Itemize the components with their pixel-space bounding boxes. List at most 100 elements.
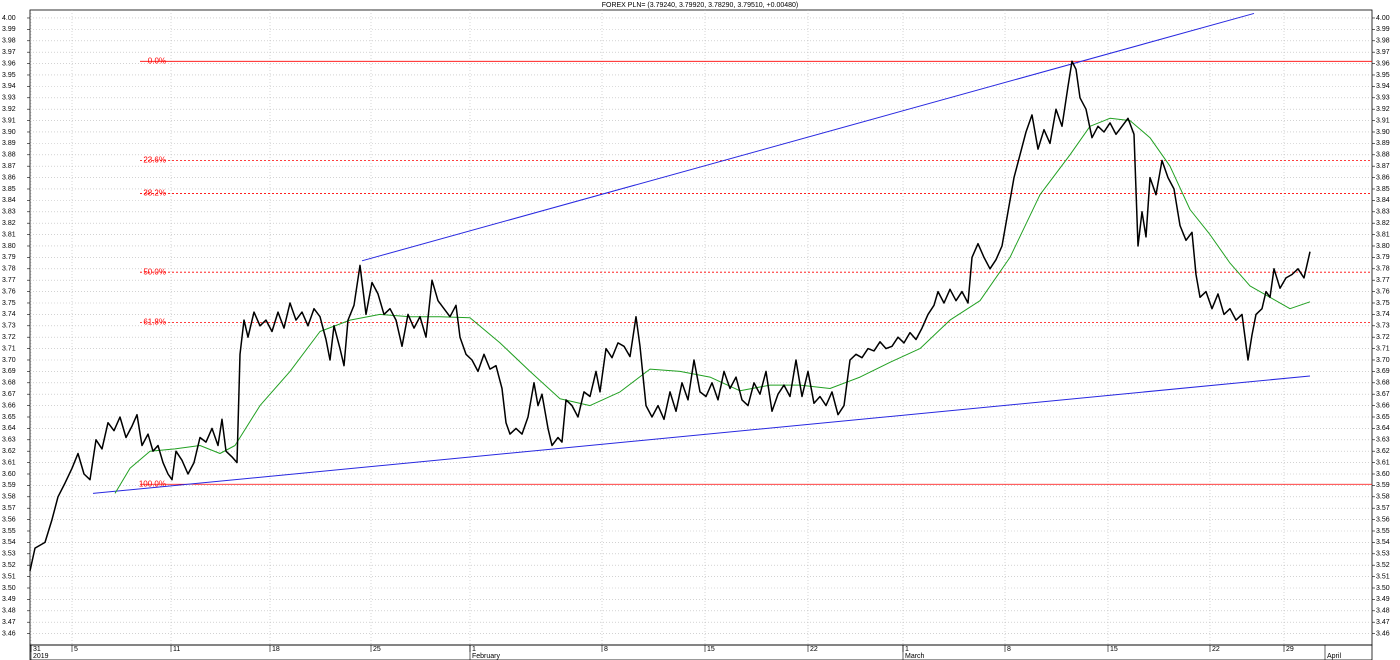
- y-tick-label: 3.59: [1376, 482, 1390, 489]
- y-tick-label: 3.72: [1376, 334, 1390, 341]
- y-tick-label: 3.95: [1376, 72, 1390, 79]
- y-tick-label: 3.69: [1376, 368, 1390, 375]
- y-tick-label: 3.54: [1376, 539, 1390, 546]
- y-tick-label: 3.51: [1376, 573, 1390, 580]
- y-tick-label: 3.60: [1376, 471, 1390, 478]
- price-line: [29, 60, 1311, 572]
- x-tick-label: 15: [707, 646, 715, 653]
- y-tick-label: 3.47: [2, 619, 16, 626]
- x-tick-label: 29: [1286, 646, 1294, 653]
- y-tick-label: 3.62: [2, 448, 16, 455]
- y-tick-label: 3.88: [1376, 152, 1390, 159]
- x-tick-label: 11: [173, 646, 180, 653]
- y-tick-label: 3.92: [2, 106, 16, 113]
- y-tick-label: 3.73: [1376, 323, 1390, 330]
- y-tick-label: 3.79: [1376, 254, 1390, 261]
- y-tick-label: 3.92: [1376, 106, 1390, 113]
- y-tick-label: 3.89: [2, 140, 16, 147]
- y-tick-label: 3.70: [1376, 357, 1390, 364]
- y-tick-label: 3.50: [1376, 585, 1390, 592]
- fib-label: 38.2%: [143, 189, 166, 198]
- y-tick-label: 3.96: [1376, 60, 1390, 67]
- y-tick-label: 3.85: [2, 186, 16, 193]
- y-tick-label: 3.94: [2, 83, 16, 90]
- chart-title: FOREX PLN= (3.79240, 3.79920, 3.78290, 3…: [602, 2, 799, 9]
- x-major-label: February: [472, 653, 501, 660]
- y-tick-label: 3.91: [2, 117, 16, 124]
- y-tick-label: 3.74: [1376, 311, 1390, 318]
- y-tick-label: 3.97: [2, 49, 16, 56]
- y-tick-label: 3.77: [2, 277, 16, 284]
- y-tick-label: 3.80: [1376, 243, 1390, 250]
- x-tick-label: 22: [810, 646, 818, 653]
- y-tick-label: 3.58: [2, 494, 16, 501]
- y-tick-label: 3.55: [2, 528, 16, 535]
- y-tick-label: 3.82: [1376, 220, 1390, 227]
- y-tick-label: 3.63: [1376, 437, 1390, 444]
- y-tick-label: 3.78: [1376, 266, 1390, 273]
- y-tick-label: 3.77: [1376, 277, 1390, 284]
- y-tick-label: 4.00: [1376, 15, 1390, 22]
- y-tick-label: 3.86: [1376, 174, 1390, 181]
- y-tick-label: 3.64: [2, 425, 16, 432]
- y-tick-label: 3.46: [2, 630, 16, 637]
- y-tick-label: 3.69: [2, 368, 16, 375]
- y-tick-label: 3.87: [2, 163, 16, 170]
- y-tick-label: 3.47: [1376, 619, 1390, 626]
- y-tick-label: 3.76: [1376, 288, 1390, 295]
- y-tick-label: 3.57: [2, 505, 16, 512]
- y-tick-label: 3.97: [1376, 49, 1390, 56]
- y-tick-label: 3.91: [1376, 117, 1390, 124]
- x-major-label: March: [905, 653, 925, 660]
- y-tick-label: 3.56: [2, 516, 16, 523]
- x-tick-label: 1: [472, 646, 476, 653]
- x-tick-label: 25: [373, 646, 381, 653]
- y-tick-label: 3.52: [2, 562, 16, 569]
- x-tick-label: 15: [1110, 646, 1118, 653]
- y-tick-label: 3.66: [1376, 402, 1390, 409]
- y-tick-label: 3.68: [2, 380, 16, 387]
- y-tick-label: 3.99: [2, 26, 16, 33]
- y-tick-label: 4.00: [2, 15, 16, 22]
- y-tick-label: 3.72: [2, 334, 16, 341]
- y-tick-label: 3.79: [2, 254, 16, 261]
- x-tick-label: 31: [33, 646, 41, 653]
- y-tick-label: 3.67: [1376, 391, 1390, 398]
- y-tick-label: 3.96: [2, 60, 16, 67]
- y-tick-label: 3.51: [2, 573, 16, 580]
- y-tick-label: 3.86: [2, 174, 16, 181]
- y-tick-label: 3.93: [1376, 95, 1390, 102]
- y-tick-label: 3.46: [1376, 630, 1390, 637]
- y-tick-label: 3.74: [2, 311, 16, 318]
- y-tick-label: 3.75: [2, 300, 16, 307]
- fib-label: 100.0%: [139, 479, 166, 488]
- y-tick-label: 3.84: [2, 197, 16, 204]
- y-tick-label: 3.56: [1376, 516, 1390, 523]
- fib-label: 61.8%: [143, 317, 166, 326]
- y-tick-label: 3.83: [2, 209, 16, 216]
- y-tick-label: 3.50: [2, 585, 16, 592]
- y-tick-label: 3.88: [2, 152, 16, 159]
- fib-label: 50.0%: [143, 267, 166, 276]
- y-tick-label: 3.58: [1376, 494, 1390, 501]
- y-tick-label: 3.63: [2, 437, 16, 444]
- y-tick-label: 3.61: [2, 459, 16, 466]
- y-tick-label: 3.49: [1376, 596, 1390, 603]
- y-tick-label: 3.71: [1376, 345, 1390, 352]
- y-tick-label: 3.68: [1376, 380, 1390, 387]
- x-tick-label: 8: [604, 646, 608, 653]
- y-tick-label: 3.84: [1376, 197, 1390, 204]
- y-tick-label: 3.57: [1376, 505, 1390, 512]
- y-tick-label: 3.81: [1376, 231, 1390, 238]
- y-tick-label: 3.99: [1376, 26, 1390, 33]
- x-tick-label: 22: [1212, 646, 1220, 653]
- y-tick-label: 3.52: [1376, 562, 1390, 569]
- y-tick-label: 3.81: [2, 231, 16, 238]
- y-tick-label: 3.83: [1376, 209, 1390, 216]
- x-tick-label: 5: [74, 646, 78, 653]
- y-tick-label: 3.60: [2, 471, 16, 478]
- y-tick-label: 3.71: [2, 345, 16, 352]
- y-tick-label: 3.53: [1376, 551, 1390, 558]
